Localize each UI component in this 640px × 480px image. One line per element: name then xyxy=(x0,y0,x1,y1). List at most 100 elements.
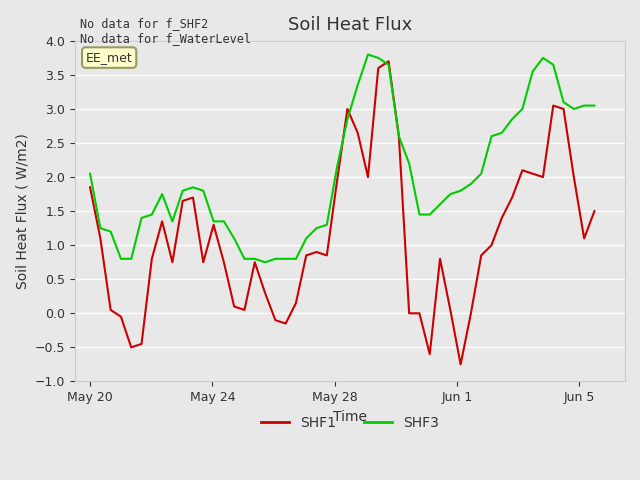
SHF1 xyxy=(210,222,218,228)
SHF1 xyxy=(385,59,392,64)
SHF3 xyxy=(498,130,506,136)
SHF3 xyxy=(138,215,145,221)
SHF1 xyxy=(179,198,186,204)
SHF3 xyxy=(529,69,536,74)
SHF1 xyxy=(426,351,433,357)
SHF3 xyxy=(426,212,433,217)
SHF1 xyxy=(457,361,465,367)
SHF3 xyxy=(220,218,228,224)
SHF3 xyxy=(549,62,557,68)
SHF1 xyxy=(323,252,331,258)
Title: Soil Heat Flux: Soil Heat Flux xyxy=(288,16,412,34)
SHF3 xyxy=(230,236,238,241)
SHF1 xyxy=(580,236,588,241)
SHF3 xyxy=(168,218,176,224)
SHF1 xyxy=(395,133,403,139)
SHF3 xyxy=(457,188,465,193)
SHF1 xyxy=(302,252,310,258)
SHF3 xyxy=(385,62,392,68)
SHF3 xyxy=(241,256,248,262)
Line: SHF3: SHF3 xyxy=(90,55,595,262)
SHF1 xyxy=(158,218,166,224)
SHF3 xyxy=(344,116,351,122)
SHF1 xyxy=(436,256,444,262)
SHF3 xyxy=(508,116,516,122)
SHF3 xyxy=(405,161,413,167)
SHF3 xyxy=(323,222,331,228)
SHF3 xyxy=(447,191,454,197)
SHF1 xyxy=(539,174,547,180)
SHF3 xyxy=(477,171,485,177)
Text: No data for f_SHF2
No data for f_WaterLevel: No data for f_SHF2 No data for f_WaterLe… xyxy=(80,17,252,45)
SHF1 xyxy=(344,106,351,112)
SHF3 xyxy=(467,181,475,187)
SHF3 xyxy=(261,259,269,265)
SHF1 xyxy=(488,242,495,248)
SHF1 xyxy=(354,130,362,136)
SHF3 xyxy=(333,164,341,170)
SHF3 xyxy=(313,225,321,231)
SHF1 xyxy=(549,103,557,108)
SHF3 xyxy=(86,171,94,177)
SHF3 xyxy=(539,55,547,61)
SHF1 xyxy=(498,215,506,221)
SHF1 xyxy=(477,252,485,258)
SHF3 xyxy=(200,188,207,193)
SHF1 xyxy=(148,256,156,262)
SHF3 xyxy=(488,133,495,139)
SHF3 xyxy=(302,236,310,241)
SHF3 xyxy=(570,106,578,112)
SHF3 xyxy=(107,228,115,234)
SHF1 xyxy=(230,304,238,310)
SHF1 xyxy=(447,307,454,313)
SHF1 xyxy=(508,195,516,201)
SHF1 xyxy=(518,168,526,173)
SHF1 xyxy=(560,106,568,112)
Text: EE_met: EE_met xyxy=(86,51,132,64)
SHF1 xyxy=(313,249,321,255)
SHF3 xyxy=(354,82,362,88)
SHF3 xyxy=(364,52,372,58)
SHF1 xyxy=(405,311,413,316)
SHF1 xyxy=(97,236,104,241)
SHF3 xyxy=(127,256,135,262)
SHF1 xyxy=(591,208,598,214)
SHF3 xyxy=(251,256,259,262)
SHF1 xyxy=(138,341,145,347)
SHF1 xyxy=(251,259,259,265)
Y-axis label: Soil Heat Flux ( W/m2): Soil Heat Flux ( W/m2) xyxy=(15,133,29,289)
SHF3 xyxy=(271,256,279,262)
SHF1 xyxy=(189,195,197,201)
SHF1 xyxy=(271,317,279,323)
SHF3 xyxy=(117,256,125,262)
SHF1 xyxy=(415,311,423,316)
SHF3 xyxy=(292,256,300,262)
X-axis label: Time: Time xyxy=(333,410,367,424)
SHF3 xyxy=(148,212,156,217)
SHF1 xyxy=(364,174,372,180)
SHF1 xyxy=(261,290,269,296)
SHF3 xyxy=(282,256,289,262)
SHF1 xyxy=(529,171,536,177)
SHF3 xyxy=(560,99,568,105)
SHF1 xyxy=(282,321,289,326)
Line: SHF1: SHF1 xyxy=(90,61,595,364)
SHF3 xyxy=(518,106,526,112)
SHF3 xyxy=(436,202,444,207)
SHF1 xyxy=(200,259,207,265)
SHF1 xyxy=(333,178,341,183)
SHF3 xyxy=(374,55,382,61)
SHF1 xyxy=(86,184,94,190)
SHF3 xyxy=(158,191,166,197)
SHF1 xyxy=(292,300,300,306)
Legend: SHF1, SHF3: SHF1, SHF3 xyxy=(255,411,444,436)
SHF3 xyxy=(415,212,423,217)
SHF3 xyxy=(591,103,598,108)
SHF3 xyxy=(580,103,588,108)
SHF3 xyxy=(210,218,218,224)
SHF3 xyxy=(97,225,104,231)
SHF1 xyxy=(241,307,248,313)
SHF1 xyxy=(117,314,125,320)
SHF3 xyxy=(189,184,197,190)
SHF1 xyxy=(220,259,228,265)
